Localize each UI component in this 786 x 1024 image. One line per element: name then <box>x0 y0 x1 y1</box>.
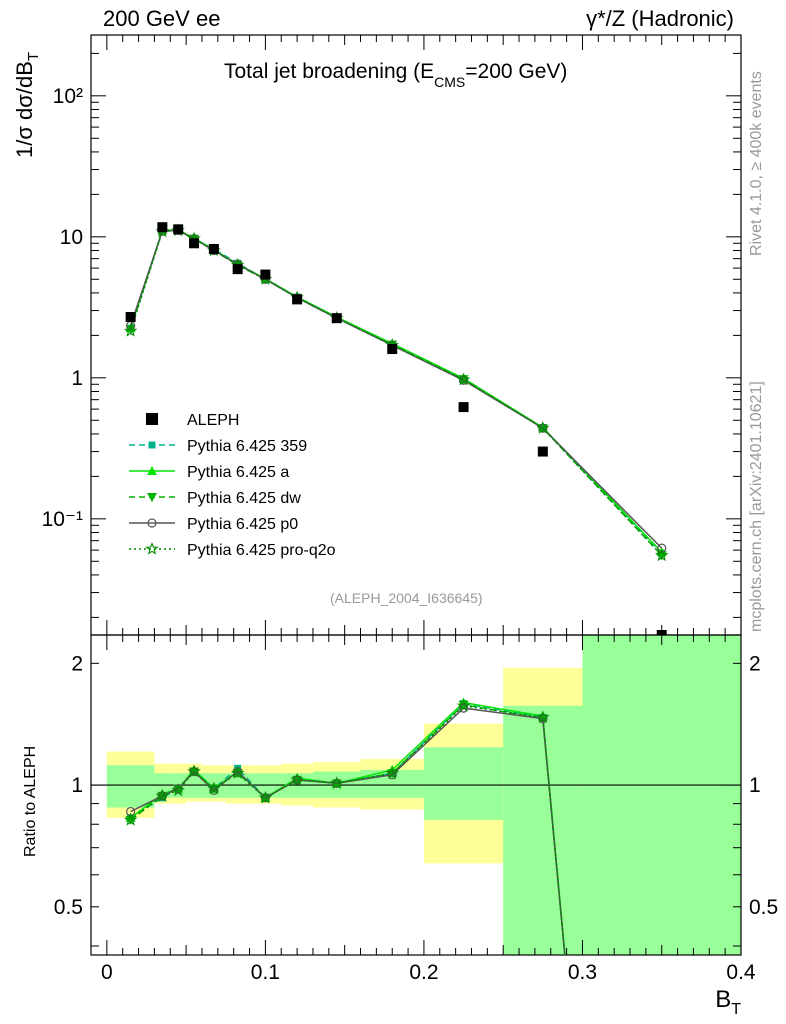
ratio-line-pq2o <box>130 705 566 956</box>
ratio-point-pp0 <box>538 713 548 724</box>
main-plot-frame: 10⁻¹ 1 10 10² <box>42 34 742 636</box>
data-point-aleph <box>458 402 469 413</box>
y-tick-label: 10⁻¹ <box>42 508 83 531</box>
ratio-point-pq2o <box>230 766 245 779</box>
ratio-point-pq2o <box>207 781 221 795</box>
ratio-point-pq2o <box>155 788 170 802</box>
main-y-axis-label-main: 1/σ dσ/dB <box>12 61 37 158</box>
header-process-label: γ*/Z (Hadronic) <box>586 6 734 31</box>
legend-label-aleph: ALEPH <box>187 412 239 429</box>
y-tick-label: 1 <box>71 367 83 390</box>
legend-label-p359: Pythia 6.425 359 <box>187 438 307 455</box>
x-axis-label-sub: T <box>731 1001 741 1018</box>
point-pp0 <box>657 543 667 553</box>
point-pq2o <box>654 548 669 562</box>
x-tick-label: 0.4 <box>726 961 756 984</box>
y-tick-label: 2 <box>71 652 83 675</box>
plot-title-end: =200 GeV) <box>465 60 568 83</box>
ratio-point-pp0 <box>458 703 469 713</box>
legend-marker-aleph <box>146 413 158 425</box>
ratio-point-pq2o <box>258 790 273 804</box>
x-axis-label-main: B <box>715 986 732 1013</box>
ratio-point-pq2o <box>385 766 400 779</box>
legend-label-pa: Pythia 6.425 a <box>187 464 289 481</box>
data-point-aleph <box>189 238 200 249</box>
ratio-point-pq2o <box>290 772 304 786</box>
x-tick-label: 0.3 <box>568 961 597 984</box>
data-point-aleph <box>232 264 243 275</box>
ratio-uncertainty-bands <box>106 635 741 955</box>
data-point-aleph <box>157 222 168 233</box>
data-point-aleph <box>331 313 342 324</box>
y-tick-label: 1 <box>71 774 83 797</box>
data-point-aleph <box>125 312 136 323</box>
ratio-point-pq2o <box>171 783 185 797</box>
main-y-axis-label: 1/σ dσ/dBT <box>12 52 42 158</box>
data-point-aleph <box>387 344 398 355</box>
band-inner <box>106 765 155 808</box>
ratio-plot-series <box>123 697 566 956</box>
ratio-point-pq2o <box>329 776 344 790</box>
data-point-aleph <box>537 446 548 457</box>
mcplots-label: mcplots.cern.ch [arXiv:2401.10621] <box>748 381 765 632</box>
ratio-point-pdw <box>458 700 469 710</box>
y-tick-label-right: 1 <box>749 774 761 797</box>
data-point-aleph <box>208 243 219 254</box>
x-axis-label: BT <box>715 986 741 1019</box>
band-inner <box>423 747 504 820</box>
frame-border <box>90 634 742 956</box>
y-tick-label: 0.5 <box>54 896 83 919</box>
analysis-id: (ALEPH_2004_I636645) <box>330 590 483 606</box>
legend-marker-p359 <box>148 441 156 449</box>
legend-marker-pdw <box>147 493 157 502</box>
band-inner <box>503 705 583 955</box>
ratio-y-axis-label: Ratio to ALEPH <box>22 745 39 857</box>
ratio-point-pp0 <box>209 785 219 796</box>
legend-label-pdw: Pythia 6.425 dw <box>187 490 301 507</box>
data-point-aleph <box>656 630 667 635</box>
x-tick-label: 0 <box>101 961 113 984</box>
data-point-aleph <box>260 269 271 280</box>
y-tick-label-right: 2 <box>749 652 761 675</box>
legend-label-pq2o: Pythia 6.425 pro-q2o <box>187 542 336 559</box>
y-tick-label: 10² <box>53 85 83 108</box>
plot-title-sub: CMS <box>434 74 466 90</box>
data-point-aleph <box>173 224 184 235</box>
point-pq2o <box>536 421 550 434</box>
legend: ALEPH Pythia 6.425 359 Pythia 6.425 a Pythi… <box>129 412 336 559</box>
legend-marker-pa <box>147 466 157 475</box>
ratio-point-pq2o <box>456 698 471 712</box>
legend-marker-pp0 <box>147 518 157 528</box>
ratio-point-pq2o <box>187 764 201 778</box>
ratio-plot-frame: 0.5 0.5 1 1 2 2 0 0.1 0.2 0.3 0.4 <box>54 634 778 984</box>
ratio-point-pq2o <box>536 710 550 724</box>
band-inner <box>582 635 741 955</box>
header-energy-label: 200 GeV ee <box>103 6 221 31</box>
y-tick-label: 10 <box>60 226 83 249</box>
main-y-axis-label-sub: T <box>25 51 42 62</box>
x-tick-label: 0.2 <box>409 961 438 984</box>
point-pq2o <box>456 372 471 386</box>
point-pq2o <box>123 323 138 337</box>
y-tick-label-right: 0.5 <box>749 896 778 919</box>
plot-title: Total jet broadening (ECMS=200 GeV) <box>224 60 567 90</box>
legend-marker-pq2o <box>145 541 159 555</box>
ratio-point-pp0 <box>387 770 397 780</box>
rivet-version-label: Rivet 4.1.0, ≥ 400k events <box>748 71 765 256</box>
ratio-point-pq2o <box>123 812 138 826</box>
x-tick-label: 0.1 <box>251 961 280 984</box>
data-point-aleph <box>292 294 303 305</box>
legend-label-pp0: Pythia 6.425 p0 <box>187 516 298 533</box>
main-plot-series <box>123 222 669 635</box>
point-pp0 <box>458 375 469 385</box>
plot-title-main: Total jet broadening (E <box>224 60 435 83</box>
